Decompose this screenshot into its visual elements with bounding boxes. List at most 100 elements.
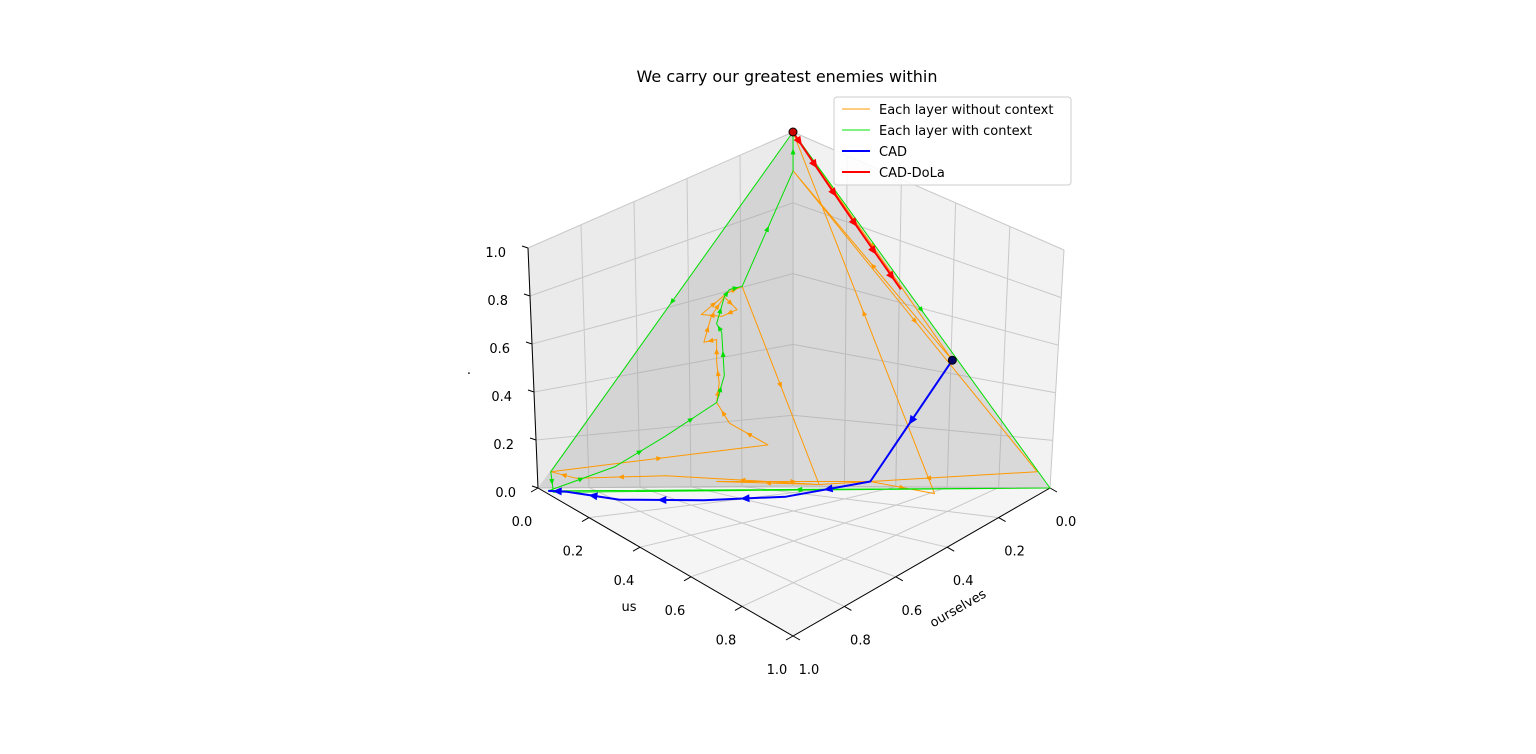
y-tick-mark [581,517,590,523]
each-layer-with-context-arrow [549,478,555,485]
each-layer-without-context-arrow [714,303,720,311]
right-wall-grid-line [1049,249,1065,489]
left-wall-grid-line [533,343,794,393]
each-layer-with-context-line [547,131,1051,493]
y-tick-mark [785,635,794,641]
left-wall-grid-line [739,155,743,487]
series-layer [547,127,1051,504]
z-tick-mark [523,293,531,297]
each-layer-without-context-arrow [617,474,624,480]
left-wall-grid-line [633,201,641,488]
each-layer-without-context-arrow [899,484,906,490]
each-layer-without-context-arrow [911,317,917,324]
cad-dola-arrow [886,270,895,281]
each-layer-with-context-arrow [723,290,729,298]
each-layer-with-context-arrow [732,286,739,292]
legend-label: Each layer without context [879,103,1053,118]
y-tick-mark [734,605,743,611]
left-wall-grid-line [686,178,692,487]
y-tick-mark [530,487,539,493]
floor-grid-line [690,486,948,578]
y-axis-line [537,487,794,637]
floor-pane [538,486,1050,636]
each-layer-with-context-arrow [720,350,726,357]
floor-grid-line [639,486,896,548]
x-axis-label: ourselves [927,587,989,631]
each-layer-with-context-arrow [717,325,723,332]
left-wall-grid-line [527,131,794,249]
cad-dola-arrow [868,245,877,255]
z-axis-label: . [467,363,471,378]
x-tick-label: 0.6 [901,604,922,619]
each-layer-without-context-arrow [764,480,771,486]
cad-arrow [552,487,562,496]
simplex-plane [538,132,1050,488]
left-wall-grid-line [529,202,794,297]
cad-arrow [823,484,834,493]
legend-label: Each layer with context [879,124,1032,139]
y-tick-label: 1.0 [767,663,788,678]
right-wall-grid-line [792,414,1053,441]
each-layer-with-context-arrow [687,417,694,423]
each-layer-without-context-arrow [726,299,733,306]
z-tick-label: 0.0 [495,486,516,501]
cad-dola-arrow [848,217,858,227]
x-tick-label: 0.4 [953,574,974,589]
each-layer-with-context-arrow [670,298,676,305]
cad-arrow [908,414,918,425]
each-layer-with-context-arrow [790,148,796,155]
cad-arrow [588,492,598,501]
left-pane [528,132,793,488]
floor-grid-line [741,487,999,607]
axis-lines [527,247,1051,637]
right-wall-grid-line [998,226,1011,488]
x-tick-label: 0.8 [850,633,871,648]
cad-dola-line [792,131,902,290]
cad-dola-arrow [809,158,818,169]
each-layer-without-context-arrow [560,473,567,479]
cad-dola-arrow [828,187,837,197]
y-tick-mark [683,576,692,582]
tick-labels: 0.0 0.2 0.4 0.6 0.8 1.0 0.0 0.2 0.4 0.6 0.8 1.0 0.0 0… [485,245,1076,678]
z-tick-mark [527,389,535,393]
cad-start-marker [947,355,957,365]
floor-grid-line [588,487,845,607]
legend: Each layer without context Each layer wit… [833,96,1072,186]
z-tick-label: 0.6 [489,342,510,357]
grid-lines [527,131,1065,637]
y-axis-label: us [621,600,636,615]
each-layer-with-context-arrow [717,386,723,393]
each-layer-without-context-arrow [862,310,868,317]
each-layer-without-context-arrow [721,410,727,417]
z-tick-mark [525,341,533,345]
legend-frame [833,96,1072,186]
x-tick-mark [998,517,1006,523]
right-wall-grid-line [792,343,1056,394]
legend-label: CAD [879,145,907,160]
floor-grid-line [690,486,948,548]
each-layer-without-context-arrow [925,475,932,481]
each-layer-without-context-arrow [746,432,753,438]
z-tick-label: 1.0 [485,246,506,261]
each-layer-without-context-arrow [715,370,721,377]
right-wall-grid-line [946,202,957,488]
x-tick-mark [844,605,852,611]
x-tick-label: 0.2 [1004,545,1025,560]
cad-arrow [740,494,750,503]
x-tick-label: 1.0 [799,663,820,678]
z-tick-mark [521,245,529,249]
right-wall-grid-line [792,485,1051,489]
each-layer-without-context-arrow [790,479,797,484]
each-layer-with-context-arrow [764,225,769,233]
floor-grid-line [639,486,896,578]
cad-line [548,359,954,502]
each-layer-with-context-arrow [796,486,803,492]
y-tick-label: 0.6 [665,604,686,619]
y-tick-label: 0.0 [512,515,533,530]
x-axis-line [792,487,1051,637]
floor-grid-line [741,485,999,519]
left-wall-grid-line [531,273,794,345]
z-tick-label: 0.4 [491,390,512,405]
y-tick-label: 0.8 [716,633,737,648]
